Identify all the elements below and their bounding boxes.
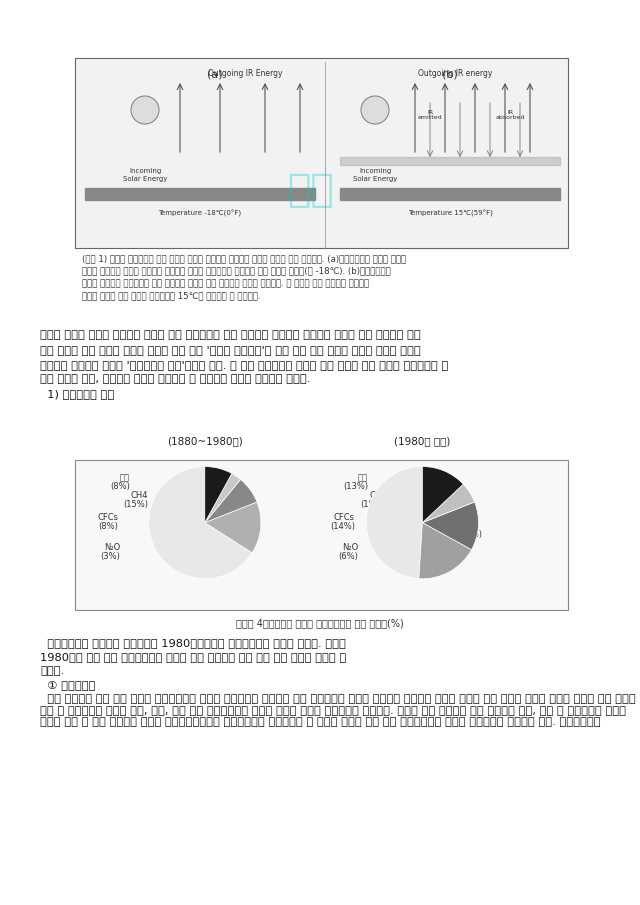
- Text: (8%): (8%): [110, 481, 130, 491]
- Text: (49%): (49%): [0, 904, 1, 905]
- Text: (49%): (49%): [458, 530, 483, 539]
- Text: (18%): (18%): [360, 500, 385, 509]
- Text: (66%): (66%): [218, 530, 243, 539]
- Text: (13%): (13%): [0, 904, 1, 905]
- Bar: [75, 460, 568, 610]
- Text: CFCs: CFCs: [334, 513, 355, 522]
- Text: Temperature -18℃(0°F): Temperature -18℃(0°F): [159, 210, 241, 217]
- Text: IR
emitted: IR emitted: [418, 110, 442, 120]
- Text: 〈그림 4〉온실기체 종류별 지구온난화에 대한 기여도(%): 〈그림 4〉온실기체 종류별 지구온난화에 대한 기여도(%): [236, 618, 404, 628]
- Text: CO₂: CO₂: [221, 520, 239, 529]
- Text: (13%): (13%): [343, 481, 368, 491]
- Text: 기타: 기타: [358, 473, 368, 482]
- Text: Incoming
Solar Energy: Incoming Solar Energy: [123, 168, 167, 182]
- Text: (3%): (3%): [100, 551, 120, 560]
- Title: (1880~1980년): (1880~1980년): [167, 436, 243, 446]
- Text: N₂O: N₂O: [342, 544, 358, 552]
- Text: Outgoing IR Energy: Outgoing IR Energy: [208, 69, 282, 78]
- Text: N₂O: N₂O: [104, 544, 120, 552]
- Text: CFCs: CFCs: [97, 513, 118, 522]
- Text: (14%): (14%): [0, 904, 1, 905]
- Text: 기타: 기타: [120, 473, 130, 482]
- Text: (66%): (66%): [0, 904, 1, 905]
- Wedge shape: [419, 522, 472, 578]
- Wedge shape: [422, 467, 463, 522]
- Wedge shape: [366, 467, 422, 578]
- Text: ① 이산화탄소: ① 이산화탄소: [40, 680, 95, 690]
- Text: 편이다.: 편이다.: [40, 666, 64, 676]
- Wedge shape: [205, 473, 241, 522]
- Text: (8%): (8%): [0, 904, 1, 905]
- Text: (6%): (6%): [0, 904, 1, 905]
- Text: (3%): (3%): [0, 904, 1, 905]
- Text: CH₄: CH₄: [369, 491, 385, 500]
- Text: 그러나 인간의 다양한 산업활동 등으로 인해 온실기체가 필요 이상으로 존재하는 경우에는 방출된 열이 과다하게 흡수
되어 지구의 열적 균형에 변화가: 그러나 인간의 다양한 산업활동 등으로 인해 온실기체가 필요 이상으로 존재…: [40, 330, 448, 399]
- Text: CH4: CH4: [131, 491, 148, 500]
- Circle shape: [361, 96, 389, 124]
- Text: (a): (a): [207, 70, 223, 80]
- Text: Outgoing IR energy: Outgoing IR energy: [418, 69, 492, 78]
- Bar: [85, 188, 315, 200]
- Text: Temperature 15℃(59°F): Temperature 15℃(59°F): [408, 210, 492, 217]
- Text: Incoming
Solar Energy: Incoming Solar Energy: [353, 168, 397, 182]
- Text: 1980년대 이후 다른 온실기체들의 영향도 계속 증가하고 있어 이에 대한 대책이 시급한 형: 1980년대 이후 다른 온실기체들의 영향도 계속 증가하고 있어 이에 대한…: [40, 652, 346, 662]
- Wedge shape: [422, 484, 475, 522]
- Title: (1980년 이후): (1980년 이후): [394, 436, 451, 446]
- Text: (14%): (14%): [330, 521, 355, 530]
- Text: IR
absorbed: IR absorbed: [495, 110, 525, 120]
- Text: (15%): (15%): [123, 500, 148, 509]
- Bar: [75, 58, 568, 248]
- Text: (8%): (8%): [0, 904, 1, 905]
- Wedge shape: [205, 502, 261, 553]
- Wedge shape: [422, 502, 479, 549]
- Text: 과거 화산활동 등에 의해 증가된 이산화탄소는 해양에 흡수되거나 광합성에 의해 탄산이온의 형태로 지표면에 저장되어 생태계 내에서 여러 형태로 순환: 과거 화산활동 등에 의해 증가된 이산화탄소는 해양에 흡수되거나 광합성에 …: [40, 694, 636, 728]
- Bar: [340, 157, 560, 165]
- Circle shape: [131, 96, 159, 124]
- Text: 지구온난화를 일으키는 온실기체로 1980년대까지는 이산화탄소의 영향이 컸었다. 그러나: 지구온난화를 일으키는 온실기체로 1980년대까지는 이산화탄소의 영향이 컸…: [40, 638, 346, 648]
- Text: (8%): (8%): [98, 521, 118, 530]
- Text: CO₂: CO₂: [461, 520, 479, 529]
- Wedge shape: [205, 480, 257, 522]
- Text: 눈누: 눈누: [287, 171, 333, 209]
- Text: (15%): (15%): [0, 904, 1, 905]
- Text: (그림 1) 낮에는 태양광선이 지구 표면을 덥히고 지표면은 밤낮으로 적외선 복사선 으로 방출한다. (a)온실기체들이 없다면 지구표
면에는 끊임없: (그림 1) 낮에는 태양광선이 지구 표면을 덥히고 지표면은 밤낮으로 적외…: [82, 254, 406, 300]
- Wedge shape: [205, 467, 232, 522]
- Wedge shape: [148, 467, 252, 578]
- Text: (6%): (6%): [338, 551, 358, 560]
- Bar: [340, 188, 560, 200]
- Text: (18%): (18%): [0, 904, 1, 905]
- Text: (b): (b): [442, 70, 458, 80]
